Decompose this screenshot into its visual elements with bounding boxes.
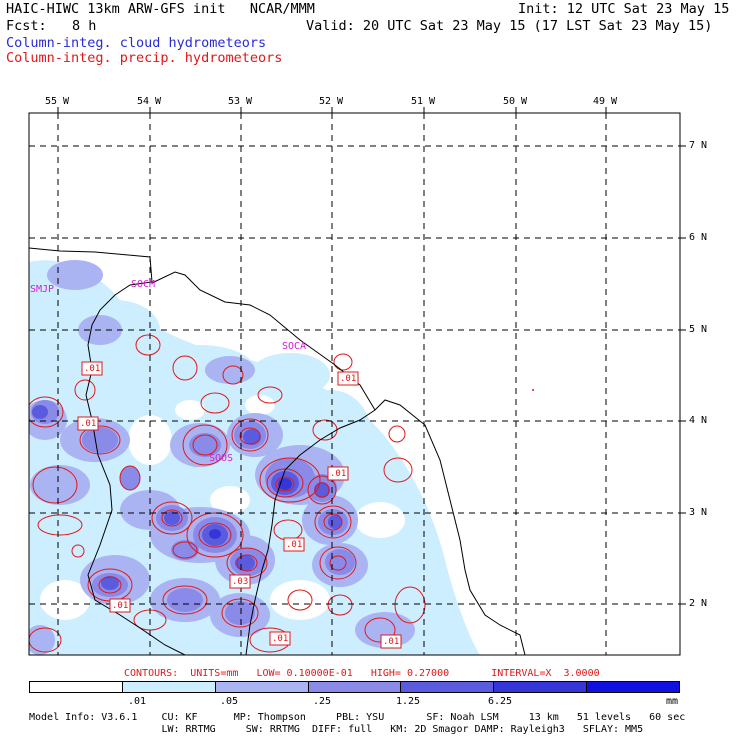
lat-label: 7 N <box>689 140 708 151</box>
station-label: SMJP <box>30 284 55 295</box>
contour-label: .01 <box>84 364 101 374</box>
lon-label: 55 W <box>45 96 70 107</box>
model-info-line2: LW: RRTMG SW: RRTMG DIFF: full KM: 2D Sm… <box>29 724 644 735</box>
lon-label: 54 W <box>137 96 162 107</box>
colorbar-tick: 6.25 <box>488 696 513 707</box>
colorbar-tick: 1.25 <box>396 696 421 707</box>
field-precip-label: Column-integ. precip. hydrometeors <box>6 50 283 66</box>
contour-label: .03 <box>232 577 249 587</box>
colorbar-bin <box>30 682 122 692</box>
colorbar-tick: .25 <box>313 696 332 707</box>
colorbar-units: mm <box>666 696 679 707</box>
init-time: Init: 12 UTC Sat 23 May 15 <box>518 1 730 17</box>
lon-label: 51 W <box>411 96 436 107</box>
lon-label: 53 W <box>228 96 253 107</box>
lat-label: 5 N <box>689 324 708 335</box>
contour-info: CONTOURS: UNITS=mm LOW= 0.10000E-01 HIGH… <box>124 668 600 679</box>
colorbar-bin <box>214 682 308 692</box>
station-label: SOCA <box>282 341 307 352</box>
lat-label: 2 N <box>689 598 708 609</box>
lon-label: 49 W <box>593 96 618 107</box>
colorbar-bin <box>493 682 587 692</box>
contour-label: .01 <box>286 540 303 550</box>
colorbar-bin <box>307 682 401 692</box>
colorbar-tick: .05 <box>220 696 239 707</box>
valid-time: Valid: 20 UTC Sat 23 May 15 (17 LST Sat … <box>306 18 713 34</box>
lon-label: 50 W <box>503 96 528 107</box>
colorbar <box>29 681 680 693</box>
contour-label: .01 <box>330 469 347 479</box>
station-label: SOOS <box>209 453 234 464</box>
forecast-hour: 8 h <box>72 18 97 34</box>
colorbar-bin <box>121 682 215 692</box>
contour-label: .01 <box>80 419 97 429</box>
station-label: SOCM <box>131 279 156 290</box>
colorbar-bin <box>400 682 494 692</box>
forecast-label: Fcst: <box>6 18 47 34</box>
plot-title: HAIC-HIWC 13km ARW-GFS init NCAR/MMM <box>6 1 315 17</box>
lat-label: 6 N <box>689 232 708 243</box>
field-cloud-label: Column-integ. cloud hydrometeors <box>6 35 267 51</box>
contour-label: .01 <box>340 374 357 384</box>
lat-label: 4 N <box>689 415 708 426</box>
lat-label: 3 N <box>689 507 708 518</box>
contour-label: .01 <box>383 637 400 647</box>
contour-label: .01 <box>112 601 129 611</box>
colorbar-bin <box>586 682 680 692</box>
model-info-line1: Model Info: V3.6.1 CU: KF MP: Thompson P… <box>29 712 686 723</box>
colorbar-tick: .01 <box>128 696 147 707</box>
hydrometeor-fill <box>29 247 526 655</box>
lon-label: 52 W <box>319 96 344 107</box>
contour-label: .01 <box>272 634 289 644</box>
